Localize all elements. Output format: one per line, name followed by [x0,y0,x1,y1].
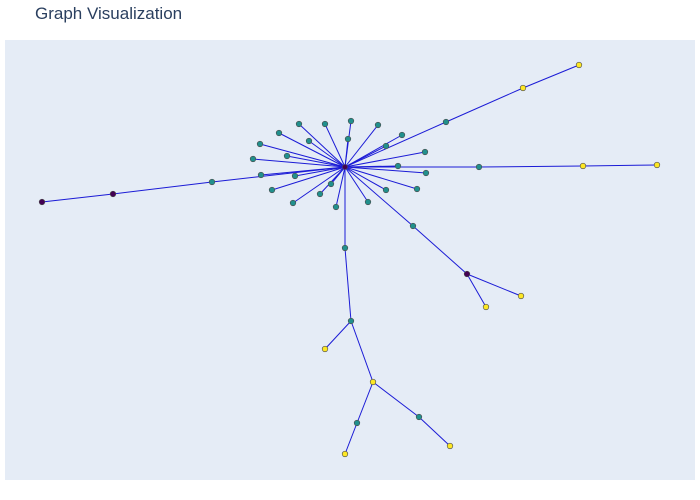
graph-node-n7[interactable] [413,185,421,193]
graph-edge-hub-n17 [278,132,346,168]
graph-edge-hub-n19 [324,123,346,168]
graph-node-s2[interactable] [347,317,355,325]
graph-node-w1[interactable] [208,178,216,186]
graph-node-n11[interactable] [316,190,324,198]
graph-edge-hub-n16 [259,143,346,168]
graph-edge-hub-n13 [271,166,346,191]
graph-node-hub[interactable] [342,164,348,170]
graph-node-n2[interactable] [374,121,382,129]
graph-edge-hub-n22 [286,155,346,168]
graph-edge-se2-se3 [466,273,487,308]
graph-edge-w2-w3 [41,193,114,203]
graph-node-s8[interactable] [446,442,454,450]
graph-node-n9[interactable] [364,198,372,206]
graph-node-n16[interactable] [256,140,264,148]
graph-node-n6[interactable] [422,169,430,177]
figure-title: Graph Visualization [35,4,183,23]
graph-node-ne1[interactable] [442,118,450,126]
graph-edge-hub-n12 [292,166,346,204]
plot-area [5,40,695,480]
graph-node-n13[interactable] [268,186,276,194]
graph-edge-s2-s3 [324,320,352,350]
graph-node-s6[interactable] [341,450,349,458]
graph-node-n12[interactable] [289,199,297,207]
graph-node-e3[interactable] [653,161,661,169]
graph-edge-se1-se2 [412,225,468,275]
graph-edge-se2-se4 [466,273,522,297]
graph-edge-hub-n9 [344,166,369,203]
graph-node-n21[interactable] [305,137,313,145]
graph-edge-s2-s4 [350,320,374,383]
graph-node-w3[interactable] [38,198,46,206]
graph-node-n15[interactable] [249,155,257,163]
graph-edge-hub-n7 [344,166,418,190]
graph-node-s7[interactable] [415,413,423,421]
graph-edge-e2-e3 [582,164,658,167]
graph-edge-s4-s7 [372,381,420,418]
graph-node-n1[interactable] [347,117,355,125]
graph-edge-s1-s2 [344,247,352,322]
graph-node-se3[interactable] [482,303,490,311]
graph-edge-s7-s8 [418,416,451,447]
graph-edge-hub-n18 [298,123,346,168]
graph-edge-hub-n23 [294,166,346,177]
graph-edge-hub-n8 [344,166,387,191]
graph-edge-ne2-ne3 [522,64,580,89]
graph-edge-hub-n15 [252,158,346,168]
graph-node-n4[interactable] [421,148,429,156]
graph-node-n23[interactable] [291,172,299,180]
graph-node-s3[interactable] [321,345,329,353]
graph-node-s5[interactable] [353,419,361,427]
graph-node-n8[interactable] [382,186,390,194]
graph-edge-s5-s6 [344,422,358,455]
graph-edge-hub-n2 [344,124,379,168]
graph-node-n19[interactable] [321,120,329,128]
nodes-layer [38,61,661,458]
graph-edge-w1-w2 [112,181,213,195]
graph-node-e1[interactable] [475,163,483,171]
graph-node-n24[interactable] [327,180,335,188]
graph-edge-hub-n10 [335,166,346,208]
graph-node-n3[interactable] [398,131,406,139]
graph-edge-hub-n24 [330,166,346,185]
graph-edge-hub-n4 [344,151,426,168]
graph-node-n14[interactable] [257,171,265,179]
graph-edge-hub-n6 [344,166,427,174]
graph-edge-hub-ne1 [344,121,447,168]
graph-edge-hub-n21 [308,140,346,168]
graph-node-n10[interactable] [332,203,340,211]
graph-node-n5[interactable] [394,162,402,170]
graph-node-s4[interactable] [369,378,377,386]
graph-node-n17[interactable] [275,129,283,137]
graph-node-ne2[interactable] [519,84,527,92]
graph-node-w2[interactable] [109,190,117,198]
graph-edge-hub-se1 [344,166,414,227]
graph-edge-s4-s5 [356,381,374,424]
graph-node-n25[interactable] [382,142,390,150]
edges-layer [41,64,658,455]
graph-edge-e1-e2 [478,165,584,168]
graph-node-n20[interactable] [344,135,352,143]
graph-node-e2[interactable] [579,162,587,170]
graph-node-s1[interactable] [341,244,349,252]
graph-edge-hub-n20 [344,138,349,168]
graph-node-n18[interactable] [295,120,303,128]
graph-node-se1[interactable] [409,222,417,230]
graph-edge-ne1-ne2 [445,87,524,123]
graph-edge-hub-w1 [211,166,346,183]
graph-node-se4[interactable] [517,292,525,300]
graph-node-se2[interactable] [463,270,471,278]
graph-node-n22[interactable] [283,152,291,160]
graph-node-ne3[interactable] [575,61,583,69]
